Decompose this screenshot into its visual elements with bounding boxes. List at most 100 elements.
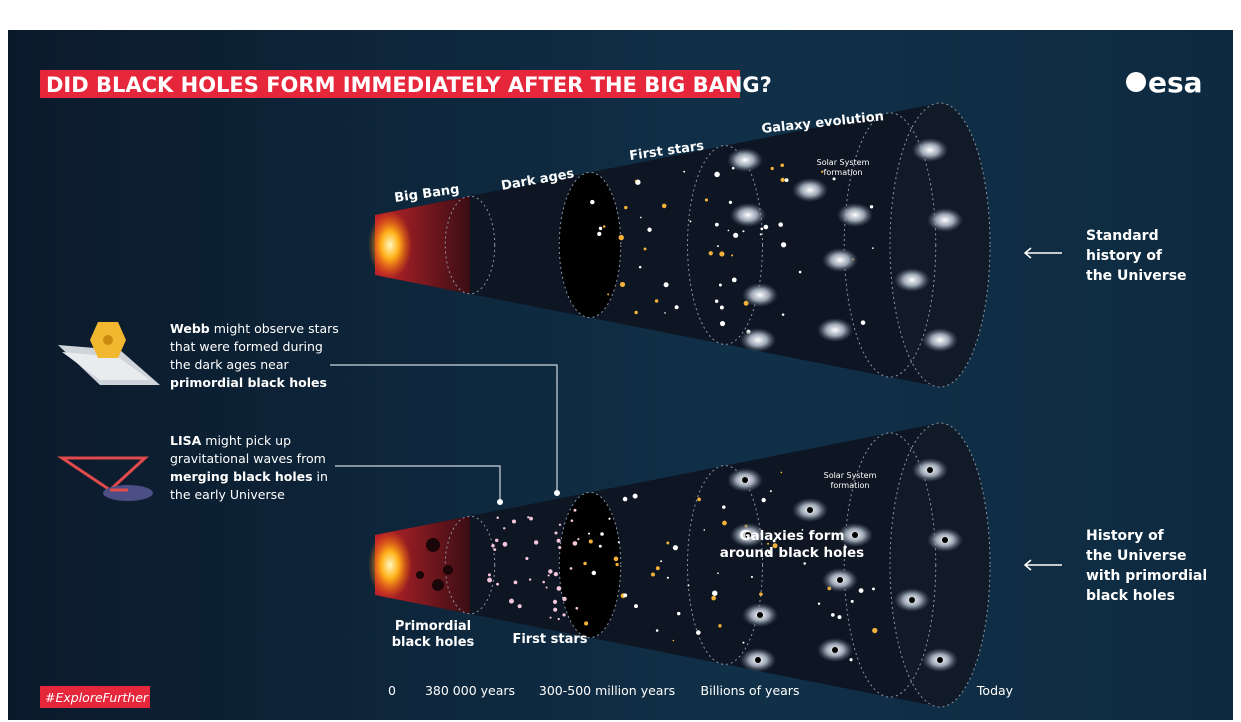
big-bang-glow [368, 531, 412, 599]
star [597, 231, 602, 237]
star [643, 247, 647, 251]
cone-body [375, 423, 940, 707]
star [780, 177, 785, 182]
galaxy [837, 203, 873, 227]
star [872, 627, 878, 634]
primordial-black-hole [426, 538, 440, 552]
webb-connector [330, 364, 558, 493]
star [767, 550, 772, 555]
black-hole [807, 507, 813, 513]
star [712, 590, 718, 596]
galaxy [822, 248, 858, 272]
cone-end [889, 102, 991, 388]
star [647, 227, 652, 232]
cone-section [444, 515, 496, 615]
star [676, 611, 681, 616]
early-star [549, 616, 552, 619]
lisa-emphasis: merging black holes [170, 469, 313, 484]
star [772, 543, 778, 549]
star [718, 624, 722, 628]
star [672, 545, 679, 551]
star [759, 233, 762, 236]
webb-lead: Webb [170, 321, 210, 336]
star [607, 293, 610, 296]
star [584, 621, 589, 626]
star [770, 166, 774, 171]
timeline-label: 380 000 years [425, 683, 515, 698]
black-hole [909, 597, 915, 603]
early-star [503, 527, 506, 530]
star [708, 251, 713, 256]
galaxies-label: Galaxies form [739, 528, 844, 544]
early-star [496, 516, 499, 519]
logo-mark [1126, 72, 1146, 92]
title: DID BLACK HOLES FORM IMMEDIATELY AFTER T… [46, 73, 772, 97]
star [663, 282, 669, 288]
star [717, 572, 719, 575]
star [830, 613, 835, 617]
early-star [554, 531, 558, 535]
star [717, 245, 719, 248]
primordial-black-hole [432, 579, 444, 591]
star [849, 658, 853, 662]
early-star [542, 580, 545, 584]
early-star [557, 617, 560, 621]
primordial-label: black holes [392, 635, 475, 650]
early-star [525, 556, 529, 561]
star [666, 541, 670, 545]
early-star [527, 516, 530, 519]
lisa-note: LISA might pick up gravitational waves f… [170, 432, 345, 504]
caption: History of [1086, 528, 1165, 544]
cone-section [843, 432, 937, 698]
star [728, 200, 733, 205]
star [872, 587, 875, 591]
early-star [513, 580, 518, 585]
early-star [495, 538, 499, 543]
star [780, 242, 787, 248]
star [666, 576, 669, 579]
galaxy [912, 138, 948, 162]
timeline-label: Billions of years [701, 683, 800, 698]
big-bang-glow [368, 211, 412, 279]
cones [368, 102, 991, 708]
black-hole [742, 477, 748, 483]
star [583, 561, 587, 566]
cone-section [444, 195, 496, 295]
caption: history of [1086, 248, 1163, 264]
star [650, 572, 656, 577]
star [780, 471, 783, 474]
galaxy [922, 328, 958, 352]
star [696, 630, 701, 635]
early-star [553, 607, 558, 612]
star [634, 604, 638, 609]
early-star [529, 516, 533, 521]
star [871, 247, 874, 250]
webb-text: might observe stars that were formed dur… [170, 321, 339, 372]
star [763, 224, 769, 230]
galaxy [894, 268, 930, 292]
early-star [547, 574, 550, 577]
star [617, 541, 620, 544]
star [654, 299, 659, 303]
star [600, 532, 604, 536]
timeline-label: 0 [388, 683, 396, 698]
galaxy [742, 283, 778, 307]
cone-section [558, 171, 622, 319]
star [843, 545, 847, 549]
star [672, 639, 675, 642]
webb-dot [554, 490, 560, 496]
early-star [558, 545, 562, 550]
star [778, 222, 783, 227]
star [798, 270, 802, 274]
star [733, 232, 739, 238]
star [624, 205, 628, 210]
early-star [493, 548, 497, 552]
early-star [562, 596, 567, 602]
lisa-connector [335, 465, 501, 502]
galaxy [817, 318, 853, 342]
star [608, 517, 611, 520]
black-hole [852, 532, 858, 538]
early-star [556, 586, 562, 591]
star [619, 281, 626, 288]
